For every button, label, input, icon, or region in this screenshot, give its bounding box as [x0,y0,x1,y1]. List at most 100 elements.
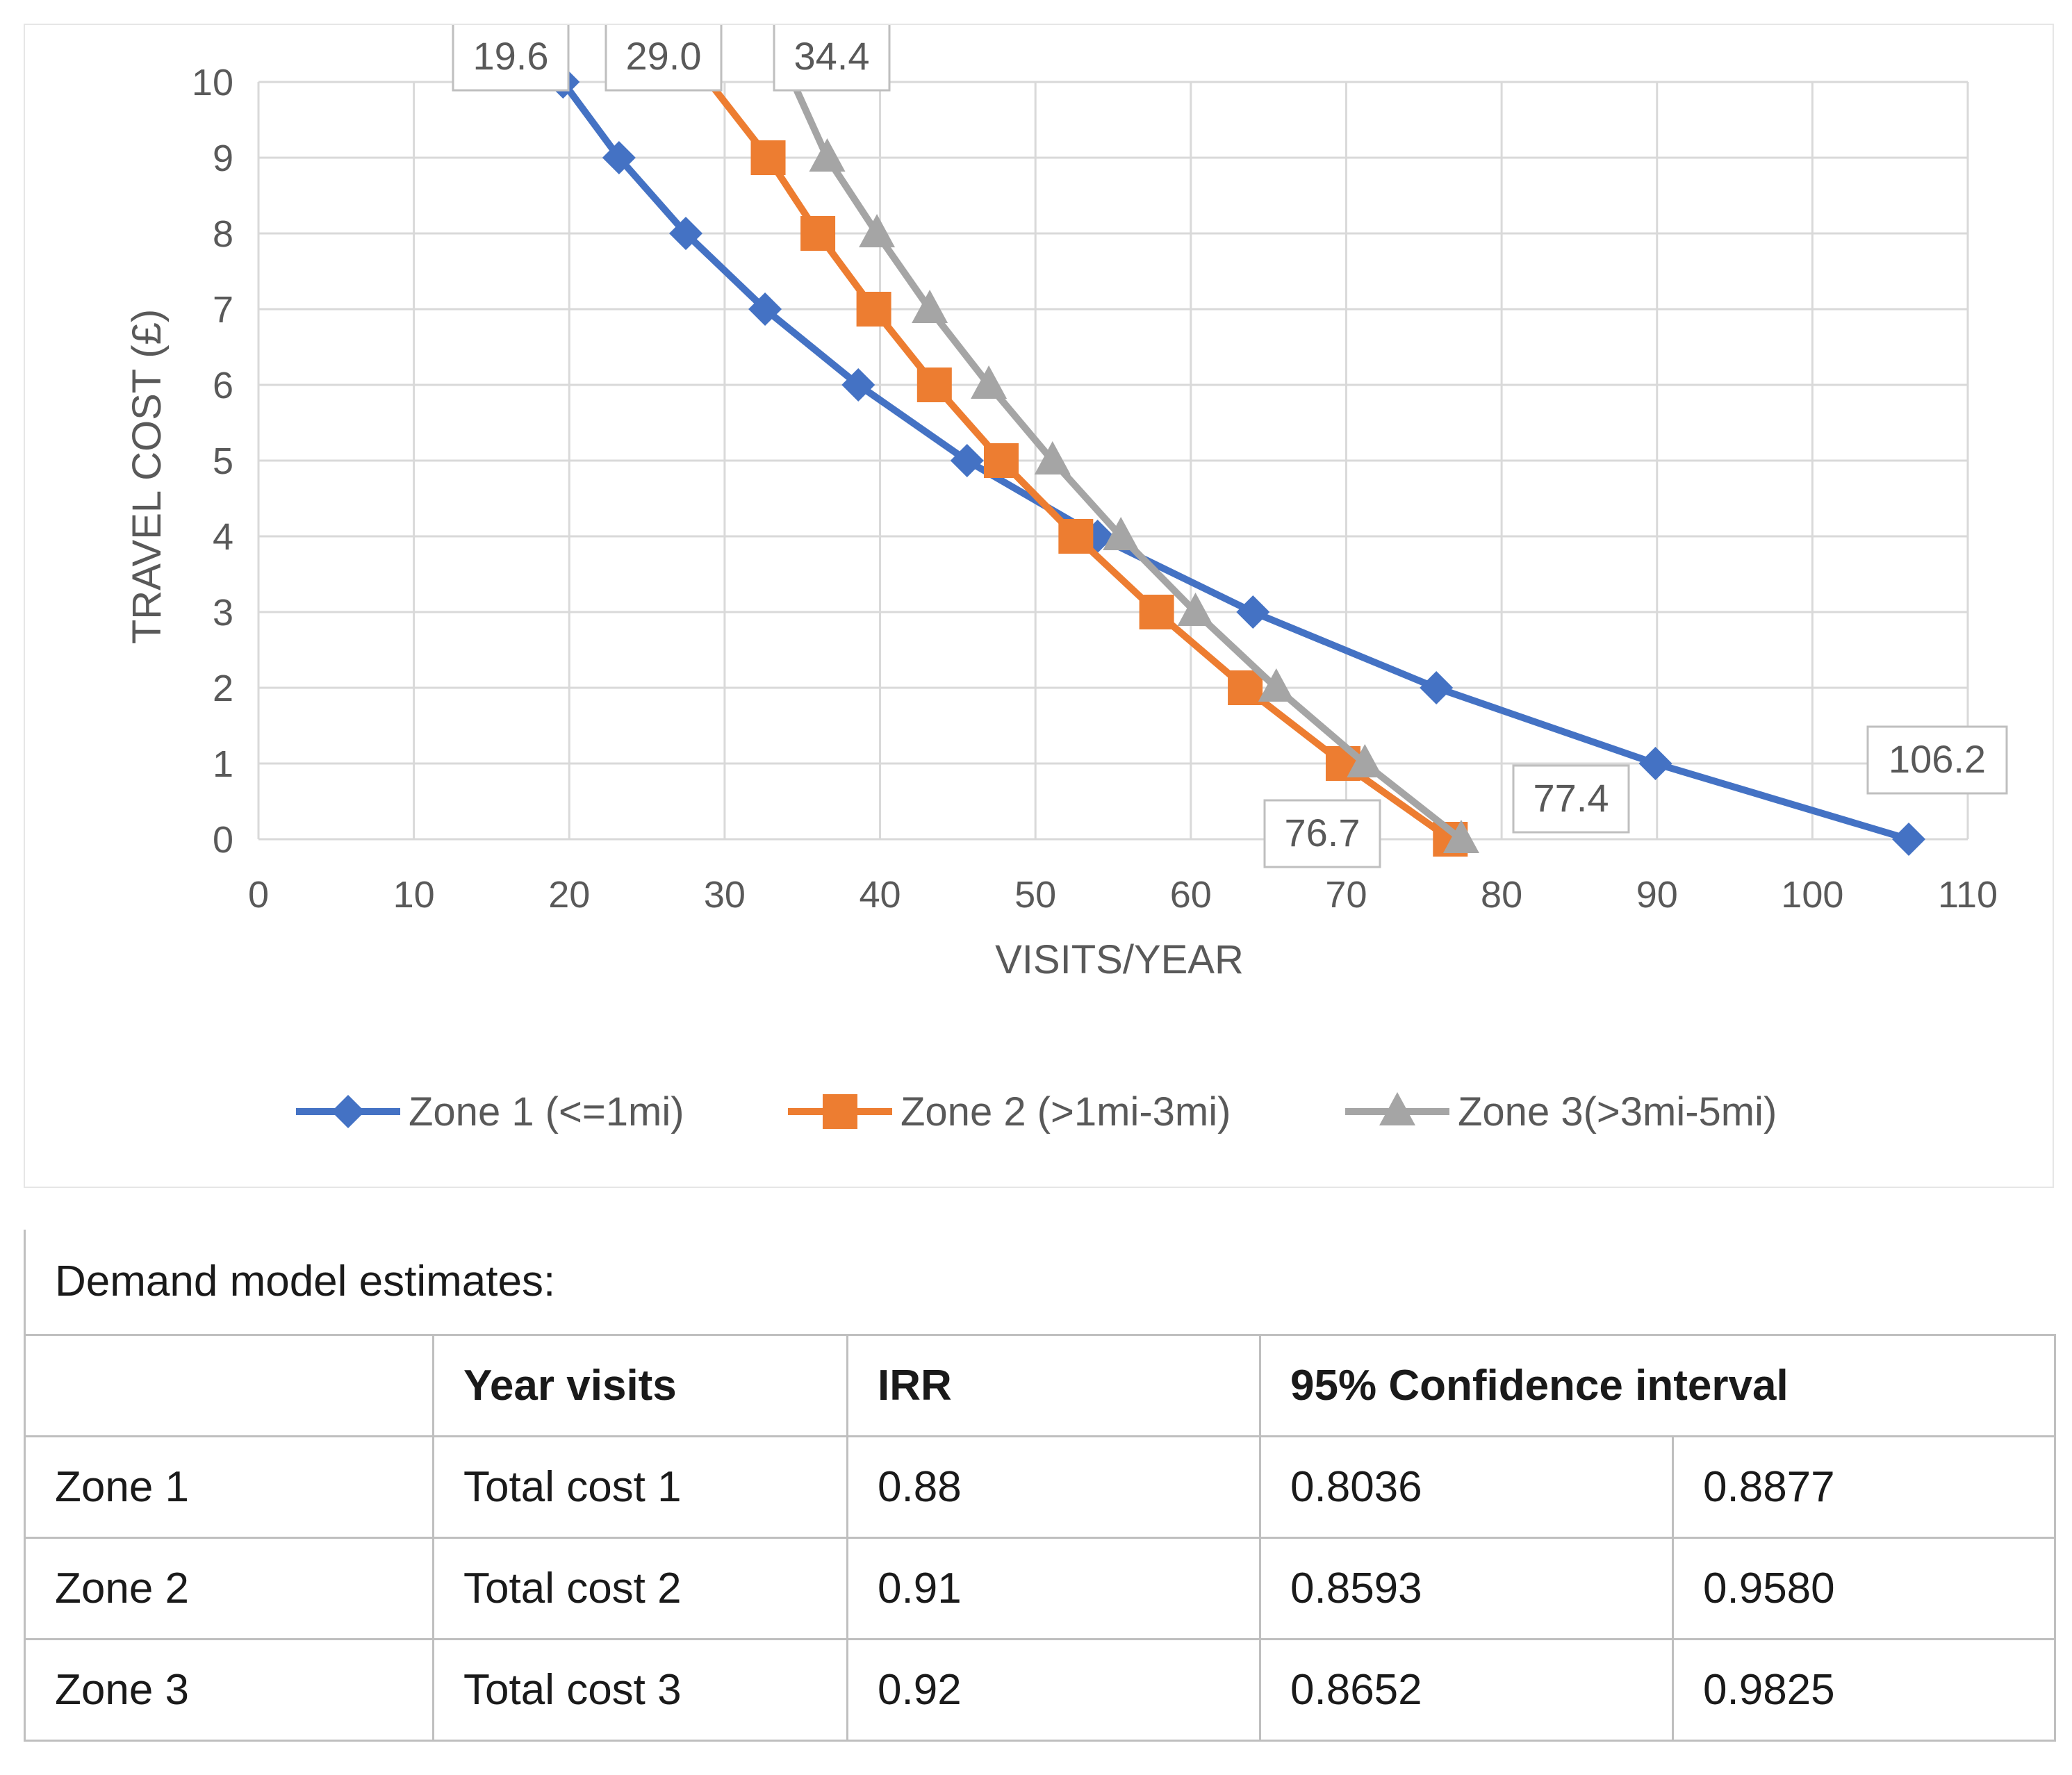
triangle-marker [1347,744,1383,777]
y-axis-ticks: 0 1 2 3 4 5 6 7 8 9 10 [192,62,233,861]
y-tick-label: 0 [213,819,233,861]
x-tick-label: 40 [860,874,901,916]
table-row: Zone 3 Total cost 3 0.92 0.8652 0.9825 [24,1638,2057,1742]
data-label: 76.7 [1263,799,1381,868]
square-marker [750,140,786,175]
square-marker [856,292,891,327]
table-header-cell: 95% Confidence interval [1258,1334,2057,1437]
x-tick-label: 20 [548,874,590,916]
x-tick-label: 50 [1014,874,1056,916]
y-tick-label: 4 [213,516,233,558]
diamond-marker [1638,747,1672,780]
x-tick-label: 0 [248,874,269,916]
data-label-box [1866,725,2008,795]
diamond-marker [748,292,782,326]
data-label-text: 34.4 [794,34,870,78]
triangle-marker [912,290,948,323]
data-label-box [1512,764,1630,834]
table-header-row: Year visits IRR 95% Confidence interval [24,1334,2057,1437]
triangle-marker [809,138,846,172]
table-header-cell: IRR [846,1334,1261,1437]
square-marker [800,216,836,251]
square-marker [823,1094,857,1129]
triangle-marker [1379,1092,1415,1125]
estimates-table: Year visits IRR 95% Confidence interval … [24,1334,2057,1742]
chart-area: 0 10 20 30 40 50 60 70 80 90 100 110 0 1 2 3 4 5 6 7 8 9 10 V… [24,24,2054,1188]
triangle-marker [1442,820,1479,853]
y-tick-label: 5 [213,440,233,482]
data-label-box [773,25,891,92]
triangle-marker [859,214,896,247]
y-tick-label: 9 [213,138,233,179]
series-layer [546,65,1926,857]
table-cell: Zone 1 [24,1435,434,1539]
triangle-marker [1034,441,1071,474]
y-tick-label: 3 [213,592,233,634]
estimates-section: Demand model estimates: Year visits IRR … [24,1230,2057,1742]
x-tick-label: 60 [1170,874,1212,916]
diamond-marker [602,141,636,174]
square-marker [916,368,952,402]
x-axis-ticks: 0 10 20 30 40 50 60 70 80 90 100 110 [248,874,1998,916]
data-label-text: 76.7 [1285,811,1360,855]
data-label: 29.0 [605,25,723,92]
data-label-text: 19.6 [473,34,549,78]
table-cell: 0.9580 [1671,1537,2057,1640]
table-header-cell [24,1334,434,1437]
triangle-marker [1103,517,1140,550]
data-label-box [452,25,570,92]
square-marker [1058,519,1094,554]
diamond-marker [950,444,984,477]
diamond-marker [1892,823,1926,856]
legend: Zone 1 (<=1mi) Zone 2 (>1mi-3mi) Zone 3(>3… [296,1089,1777,1134]
square-marker [1139,595,1174,629]
data-label-text: 77.4 [1534,776,1609,820]
x-axis-title: VISITS/YEAR [995,937,1244,982]
data-label: 106.2 [1866,725,2008,795]
x-tick-label: 10 [393,874,435,916]
table-cell: 0.8593 [1259,1537,1674,1640]
grid-layer [257,81,1969,841]
table-row: Zone 2 Total cost 2 0.91 0.8593 0.9580 [24,1537,2057,1640]
data-label: 77.4 [1512,764,1630,834]
y-axis-title: TRAVEL COST (£) [124,309,170,644]
x-tick-label: 100 [1781,874,1843,916]
data-label-text: 106.2 [1889,737,1986,781]
x-tick-label: 90 [1636,874,1678,916]
legend-label: Zone 3(>3mi-5mi) [1458,1089,1777,1134]
y-tick-label: 10 [192,62,233,104]
x-tick-label: 30 [704,874,746,916]
diamond-marker [1420,671,1454,704]
legend-item-1: Zone 1 (<=1mi) [296,1089,684,1134]
data-labels: 106.2 19.6 76.7 29.0 77.4 34.4 [452,25,2008,868]
table-cell: 0.8652 [1259,1638,1674,1742]
y-tick-label: 8 [213,213,233,255]
y-tick-label: 7 [213,289,233,331]
square-marker [1228,670,1263,705]
table-cell: 0.9825 [1671,1638,2057,1742]
y-tick-label: 1 [213,743,233,785]
table-cell: 0.91 [846,1537,1261,1640]
series-3 [789,80,1479,853]
data-label: 34.4 [773,25,891,92]
data-label: 19.6 [452,25,570,92]
table-caption: Demand model estimates: [24,1230,2054,1334]
table-row: Zone 1 Total cost 1 0.88 0.8036 0.8877 [24,1435,2057,1539]
table-cell: Total cost 1 [432,1435,848,1539]
series-2 [706,79,1468,857]
triangle-marker [1258,668,1294,702]
y-tick-label: 2 [213,668,233,709]
triangle-marker [1177,593,1214,626]
legend-item-3: Zone 3(>3mi-5mi) [1345,1089,1777,1134]
diamond-marker [841,368,875,402]
diamond-marker [331,1095,365,1128]
table-cell: 0.8877 [1671,1435,2057,1539]
diamond-marker [1236,595,1270,629]
square-marker [983,443,1019,478]
data-label-box [605,25,723,92]
table-cell: 0.88 [846,1435,1261,1539]
legend-item-2: Zone 2 (>1mi-3mi) [788,1089,1231,1134]
table-cell: Zone 3 [24,1638,434,1742]
x-tick-label: 70 [1325,874,1367,916]
table-cell: 0.8036 [1259,1435,1674,1539]
